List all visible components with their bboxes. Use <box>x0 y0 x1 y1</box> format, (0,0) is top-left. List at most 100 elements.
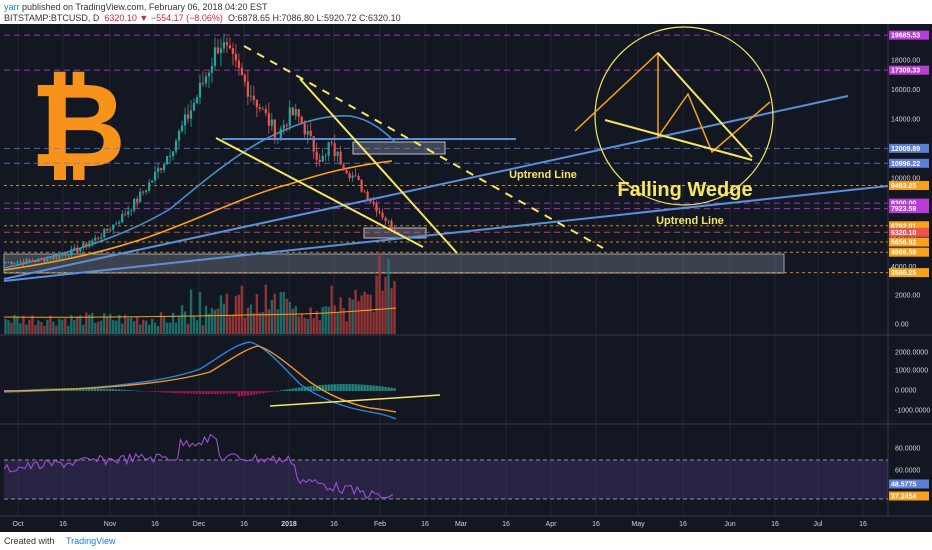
price-tick-label: 10000.00 <box>891 176 920 183</box>
volume-bar <box>351 299 354 334</box>
candle-body <box>234 53 238 61</box>
macd-histogram-bar <box>339 384 342 391</box>
volume-bar <box>354 289 357 334</box>
volume-bar <box>76 316 79 334</box>
volume-bar <box>318 320 321 334</box>
time-tick-label: 16 <box>859 521 867 528</box>
volume-bar <box>106 316 109 334</box>
macd-histogram-bar <box>195 391 199 394</box>
candle-body <box>348 173 351 178</box>
candle-body <box>186 114 190 119</box>
candle-body <box>94 237 97 241</box>
bitcoin-logo-icon: ₿ <box>30 56 126 194</box>
ohlc-values: O:6878.65 H:7086.80 L:5920.72 C:6320.10 <box>227 13 401 23</box>
macd-line <box>3 341 397 420</box>
candle-body <box>351 175 354 178</box>
volume-bar <box>369 294 372 334</box>
macd-histogram-bar <box>354 384 357 391</box>
candle-body <box>264 108 267 114</box>
candle-body <box>321 155 324 162</box>
candle-body <box>255 99 258 108</box>
volume-bar <box>360 295 363 334</box>
candle-body <box>381 212 384 218</box>
volume-bar <box>168 322 172 334</box>
price-badges: 19685.53 17309.33 12009.89 10996.22 9493.25 8… <box>889 30 929 501</box>
macd-histogram-bar <box>141 391 145 392</box>
macd-histogram-bar <box>231 391 235 394</box>
candle-body <box>171 151 175 156</box>
volume-bar <box>225 293 229 334</box>
price-level-badge <box>889 65 929 75</box>
horizontal-levels <box>4 34 888 274</box>
candle-body <box>252 95 255 100</box>
volume-bar <box>330 285 333 334</box>
time-tick-label: 16 <box>771 521 779 528</box>
candle-body <box>34 261 37 263</box>
tradingview-link[interactable]: TradingView <box>66 536 116 546</box>
volume-bar <box>22 315 25 334</box>
time-axis: Oct 16 Nov 16 Dec 16 2018 16 Feb 16 Mar 16 Apr 16 May 1… <box>13 521 867 528</box>
candle-body <box>7 261 10 263</box>
time-tick-label: 16 <box>240 521 248 528</box>
volume-bar <box>73 319 76 334</box>
time-tick-label: Oct <box>13 521 24 528</box>
macd-histogram-bar <box>85 388 88 391</box>
macd-histogram-bar <box>378 386 381 391</box>
candle-body <box>124 213 127 215</box>
candle-body <box>61 255 64 256</box>
macd-histogram-bar <box>282 389 285 391</box>
volume-bar <box>321 306 324 334</box>
candle-body <box>369 200 372 202</box>
candle-body <box>243 74 246 82</box>
candle-body <box>372 201 375 204</box>
volume-bar <box>291 308 294 334</box>
macd-histogram-bar <box>177 391 181 394</box>
volume-bar <box>300 313 303 334</box>
candle-body <box>273 119 276 140</box>
volume-bar <box>103 313 106 334</box>
volume-bar <box>192 316 196 334</box>
volume-bar <box>61 319 64 334</box>
macd-histogram-bar <box>333 384 336 391</box>
uptrend-label-2: Uptrend Line <box>656 215 724 227</box>
volume-bar <box>282 291 285 334</box>
candle-body <box>91 240 94 244</box>
volume-bar <box>378 252 381 334</box>
macd-histogram-bar <box>369 385 372 391</box>
candle-body <box>339 151 342 165</box>
volume-bar <box>366 294 369 334</box>
volume-bar <box>40 322 43 334</box>
price-level-badge <box>889 221 929 231</box>
volume-bar <box>52 321 55 334</box>
volume-bar <box>70 314 73 334</box>
author-link[interactable]: yarr <box>4 2 20 12</box>
candle-body <box>270 119 273 126</box>
candle-body <box>49 258 52 260</box>
volume-bar <box>121 323 124 334</box>
volume-bar <box>7 320 10 334</box>
macd-histogram-bar <box>159 391 163 393</box>
candle-body <box>145 190 148 193</box>
volume-bar <box>276 309 279 334</box>
volume-bar <box>46 319 49 334</box>
time-tick-label: Jun <box>724 521 735 528</box>
time-tick-label: 16 <box>59 521 67 528</box>
volume-bar <box>387 259 390 334</box>
macd-histogram-bar <box>342 384 345 391</box>
ma-blue-line <box>3 115 396 269</box>
chart-canvas[interactable]: ₿ Falling Wedge Uptrend Line Uptrend Lin… <box>0 24 932 532</box>
candle-body <box>360 179 363 192</box>
chart-footer: Created with TradingView <box>0 532 932 550</box>
macd-histogram-bar <box>234 391 238 394</box>
macd-histogram-bar <box>348 384 351 391</box>
candle-body <box>118 222 121 224</box>
macd-histogram-bar <box>360 384 363 391</box>
candle-body <box>384 217 387 222</box>
rsi-tick-label: 60.0000 <box>895 468 920 475</box>
candle-body <box>363 191 366 193</box>
time-tick-label: Dec <box>193 521 206 528</box>
macd-histogram-bar <box>150 391 154 392</box>
macd-histogram-bar <box>258 391 262 394</box>
candle-body <box>375 203 378 212</box>
